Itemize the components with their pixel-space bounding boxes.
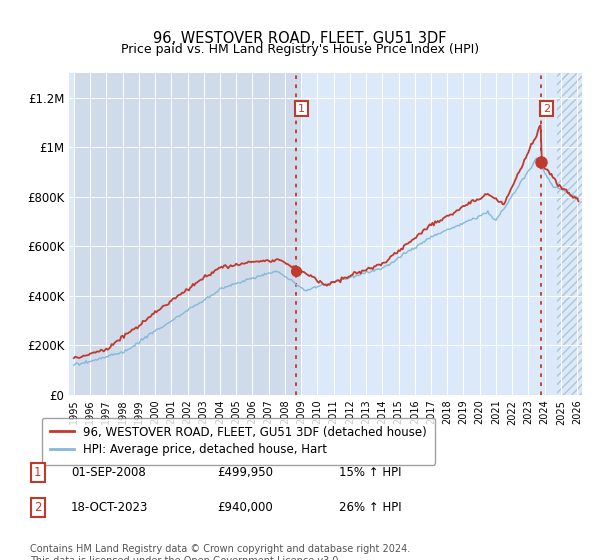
Legend: 96, WESTOVER ROAD, FLEET, GU51 3DF (detached house), HPI: Average price, detache: 96, WESTOVER ROAD, FLEET, GU51 3DF (deta…	[42, 418, 435, 465]
Text: 1: 1	[34, 466, 41, 479]
Text: 96, WESTOVER ROAD, FLEET, GU51 3DF: 96, WESTOVER ROAD, FLEET, GU51 3DF	[153, 31, 447, 46]
Text: 2: 2	[34, 501, 41, 514]
Text: £940,000: £940,000	[217, 501, 273, 514]
Text: 2: 2	[543, 104, 550, 114]
Text: Price paid vs. HM Land Registry's House Price Index (HPI): Price paid vs. HM Land Registry's House …	[121, 43, 479, 56]
Text: Contains HM Land Registry data © Crown copyright and database right 2024.
This d: Contains HM Land Registry data © Crown c…	[30, 544, 410, 560]
Text: 15% ↑ HPI: 15% ↑ HPI	[338, 466, 401, 479]
Text: 18-OCT-2023: 18-OCT-2023	[71, 501, 148, 514]
Bar	[557, 73, 585, 395]
Bar	[74, 73, 301, 395]
Text: 1: 1	[298, 104, 305, 114]
Text: 01-SEP-2008: 01-SEP-2008	[71, 466, 146, 479]
Text: £499,950: £499,950	[217, 466, 273, 479]
Text: 26% ↑ HPI: 26% ↑ HPI	[338, 501, 401, 514]
